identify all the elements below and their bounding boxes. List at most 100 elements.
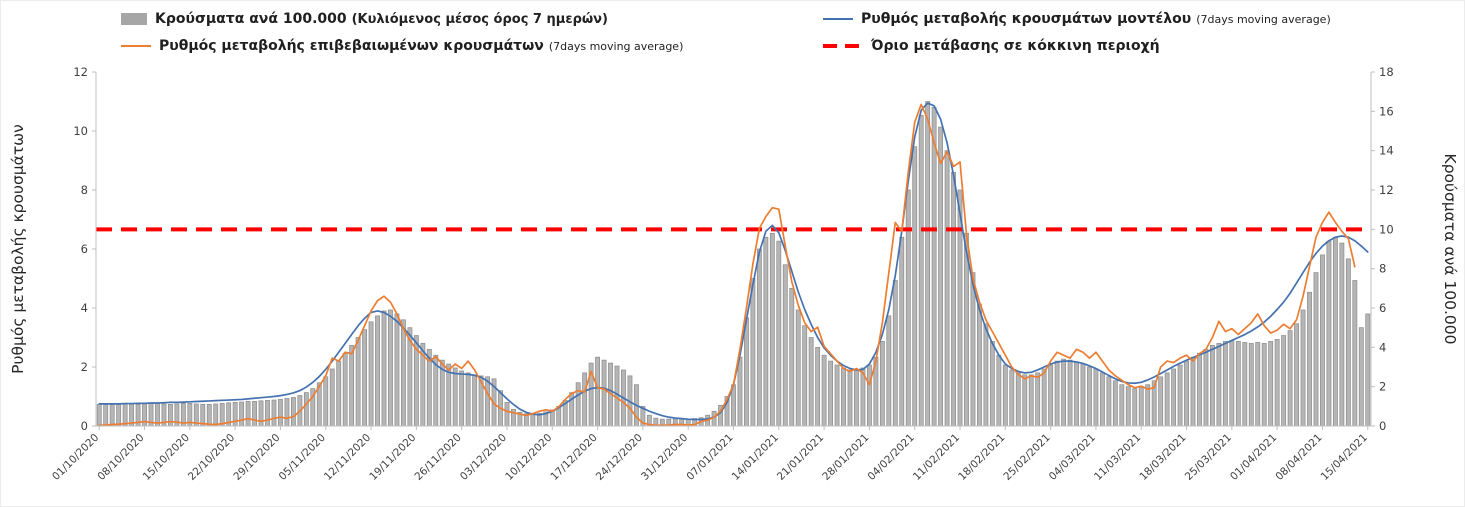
right-tick-label: 10 bbox=[1379, 222, 1394, 236]
bar bbox=[795, 309, 801, 427]
bar bbox=[821, 354, 827, 427]
bar bbox=[1339, 242, 1345, 427]
bar bbox=[1048, 364, 1054, 427]
bar bbox=[938, 126, 944, 427]
bar bbox=[1145, 384, 1151, 427]
x-tick-label: 15/10/2020 bbox=[141, 432, 192, 483]
x-tick-label: 01/04/2021 bbox=[1228, 432, 1279, 483]
bar bbox=[1268, 341, 1274, 427]
bar bbox=[485, 376, 490, 427]
bar bbox=[1009, 369, 1015, 427]
x-tick-label: 22/10/2020 bbox=[186, 432, 237, 483]
x-tick-label: 21/01/2021 bbox=[775, 432, 826, 483]
bar bbox=[582, 372, 588, 427]
x-tick-label: 07/01/2021 bbox=[684, 432, 735, 483]
legend-suffix: (7days moving average) bbox=[548, 39, 684, 53]
bar bbox=[1229, 340, 1235, 427]
bar bbox=[1261, 343, 1267, 427]
bar bbox=[1099, 372, 1105, 427]
x-tick-label: 05/11/2020 bbox=[277, 432, 328, 483]
right-axis-ticks: 0 2 4 6 8 10 12 14 16 18 bbox=[1371, 65, 1394, 433]
bar bbox=[232, 402, 238, 427]
bar bbox=[815, 346, 821, 427]
bar bbox=[368, 321, 374, 427]
bar bbox=[530, 413, 536, 427]
x-tick-label: 04/03/2021 bbox=[1047, 432, 1098, 483]
bar bbox=[996, 354, 1002, 427]
bar bbox=[1087, 366, 1092, 427]
bar bbox=[142, 403, 147, 427]
right-tick-label: 14 bbox=[1379, 144, 1394, 158]
bar bbox=[931, 107, 937, 427]
bar bbox=[1210, 345, 1215, 427]
legend-label: Ρυθμός μεταβολής επιβεβαιωμένων κρουσμάτ… bbox=[159, 38, 544, 54]
orange-line-swatch-icon bbox=[121, 45, 151, 47]
bar bbox=[776, 240, 782, 427]
right-tick-label: 6 bbox=[1379, 301, 1386, 315]
left-tick-label: 10 bbox=[73, 124, 88, 138]
bar bbox=[1132, 388, 1138, 427]
bar bbox=[1028, 374, 1034, 427]
bar bbox=[1242, 342, 1248, 427]
bar bbox=[1345, 258, 1351, 427]
bar bbox=[1002, 364, 1008, 427]
x-axis-ticks: 01/10/202008/10/202015/10/202022/10/2020… bbox=[50, 426, 1370, 483]
bar bbox=[329, 368, 335, 427]
bar bbox=[381, 310, 387, 427]
bar bbox=[944, 150, 950, 427]
bar bbox=[912, 146, 918, 427]
bar bbox=[769, 232, 775, 427]
bar bbox=[1054, 360, 1060, 427]
legend-item-red-zone-threshold: Όριο μετάβασης σε κόκκινη περιοχή bbox=[823, 38, 1160, 54]
bar bbox=[1281, 335, 1287, 427]
bar bbox=[1313, 272, 1319, 427]
bar bbox=[925, 101, 931, 427]
bar bbox=[841, 367, 846, 427]
bar bbox=[252, 401, 257, 427]
bar bbox=[1093, 368, 1099, 427]
bar bbox=[465, 372, 471, 427]
bar-swatch-icon bbox=[121, 13, 147, 25]
bar bbox=[951, 171, 956, 427]
bar bbox=[744, 317, 749, 427]
x-tick-label: 11/03/2021 bbox=[1092, 432, 1143, 483]
bar bbox=[575, 382, 581, 427]
bar bbox=[388, 309, 393, 427]
bar bbox=[1326, 240, 1332, 427]
bar bbox=[1112, 380, 1118, 427]
bar bbox=[245, 401, 251, 427]
bar bbox=[1119, 384, 1125, 427]
left-axis-ticks: 0 2 4 6 8 10 12 bbox=[73, 65, 96, 433]
bar bbox=[1190, 356, 1196, 427]
bar bbox=[892, 280, 898, 427]
x-tick-label: 08/04/2021 bbox=[1273, 432, 1324, 483]
x-tick-label: 10/12/2020 bbox=[503, 432, 554, 483]
legend-suffix: (7days moving average) bbox=[1196, 12, 1331, 26]
legend-item-cases-bars: Κρούσματα ανά 100.000 (Κυλιόμενος μέσος … bbox=[121, 11, 608, 27]
bar bbox=[828, 360, 834, 427]
bar bbox=[206, 404, 212, 427]
bar bbox=[983, 323, 989, 427]
x-tick-label: 14/01/2021 bbox=[730, 432, 781, 483]
bar bbox=[355, 337, 361, 427]
x-tick-label: 01/10/2020 bbox=[50, 432, 101, 483]
bar bbox=[899, 236, 905, 427]
left-tick-label: 2 bbox=[81, 360, 88, 374]
x-tick-label: 18/03/2021 bbox=[1137, 432, 1188, 483]
bar bbox=[918, 114, 924, 427]
bar bbox=[401, 319, 406, 427]
right-tick-label: 8 bbox=[1379, 262, 1386, 276]
bar bbox=[1125, 386, 1131, 427]
bar bbox=[1216, 343, 1222, 427]
left-tick-label: 6 bbox=[81, 242, 88, 256]
x-tick-label: 04/02/2021 bbox=[866, 432, 917, 483]
bar bbox=[1203, 348, 1209, 427]
bar bbox=[854, 369, 859, 427]
model-rate-line bbox=[98, 102, 1369, 421]
bar bbox=[1332, 236, 1338, 427]
left-tick-label: 8 bbox=[81, 183, 88, 197]
x-tick-label: 25/03/2021 bbox=[1183, 432, 1234, 483]
bar bbox=[394, 313, 400, 427]
bar bbox=[1035, 372, 1041, 427]
bar bbox=[109, 404, 115, 427]
